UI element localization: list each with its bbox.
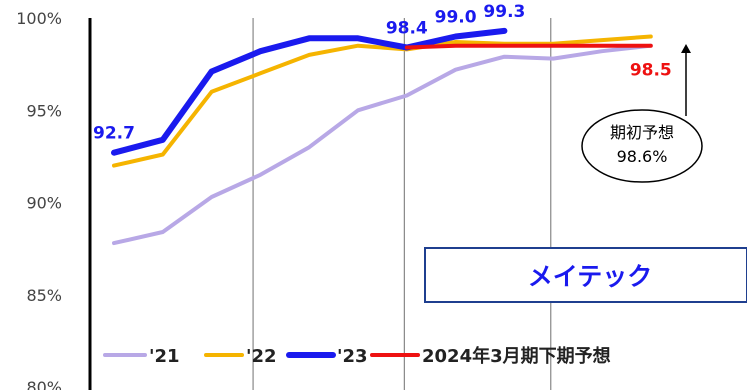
annotation-ellipse (581, 109, 703, 183)
annotation-arrowhead (681, 44, 691, 53)
legend-label: '23 (337, 346, 368, 367)
series-line-1 (112, 34, 653, 168)
series-line-2 (111, 27, 508, 156)
y-tick-labels: 80% 85% 90% 95% 100% (16, 9, 62, 390)
data-label: 99.0 (435, 7, 477, 27)
y-tick-label: 80% (26, 378, 62, 390)
data-labels: 92.7 98.4 99.0 99.3 98.5 (93, 2, 672, 144)
company-label-frame (424, 247, 747, 303)
data-label: 92.7 (93, 124, 135, 144)
series-line-0 (112, 43, 653, 246)
data-label: 99.3 (483, 2, 525, 22)
legend-label: '22 (246, 346, 277, 367)
annotation-line2: 98.6% (617, 147, 668, 166)
data-label: 98.5 (630, 61, 672, 81)
initial-forecast-annotation: 期初予想 98.6% (581, 44, 703, 183)
y-tick-label: 90% (26, 194, 62, 213)
legend: '21 '22 '23 2024年3月期下期予想 (103, 345, 611, 367)
data-label: 98.4 (386, 19, 428, 39)
y-tick-label: 85% (26, 286, 62, 305)
company-label-box: メイテック (424, 247, 747, 303)
legend-label: 2024年3月期下期予想 (422, 345, 611, 367)
series-line-3 (404, 43, 653, 50)
legend-label: '21 (149, 346, 180, 367)
series-lines (111, 27, 653, 246)
quarter-gridlines (252, 18, 552, 390)
y-tick-label: 100% (16, 9, 62, 28)
company-label: メイテック (528, 262, 653, 291)
annotation-line1: 期初予想 (610, 123, 674, 142)
y-tick-label: 95% (26, 101, 62, 120)
